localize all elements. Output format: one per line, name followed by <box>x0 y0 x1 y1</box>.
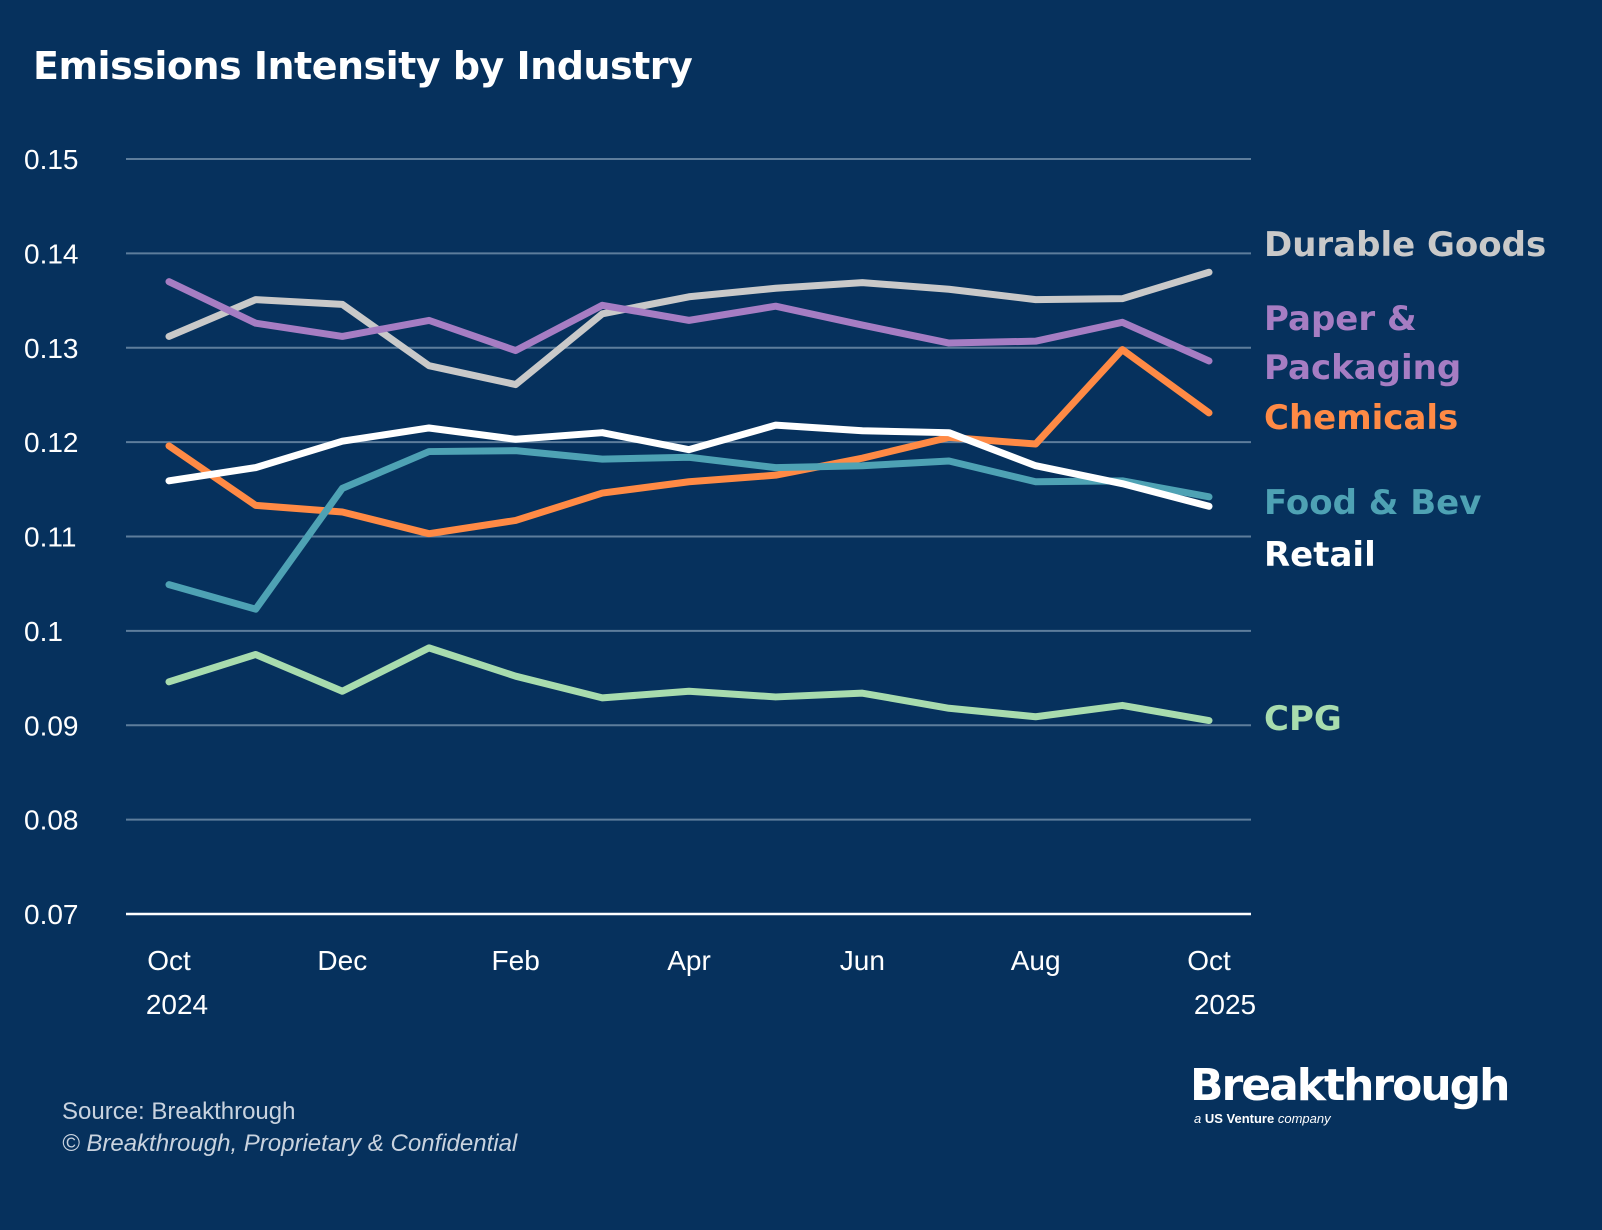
breakthrough-logo: Breakthrough a US Venture company <box>1190 1060 1510 1126</box>
y-tick-label: 0.1 <box>24 616 63 647</box>
series-label: Retail <box>1264 535 1376 575</box>
series-label: Paper & <box>1264 299 1417 339</box>
logo-tagline: a US Venture company <box>1194 1111 1508 1126</box>
series-line-retail <box>165 421 1213 510</box>
copyright-note: © Breakthrough, Proprietary & Confidenti… <box>62 1130 518 1157</box>
series-line-paper-packaging <box>165 278 1213 365</box>
x-tick-label: Feb <box>492 945 540 976</box>
y-tick-label: 0.13 <box>24 333 79 364</box>
y-tick-label: 0.07 <box>24 899 79 930</box>
x-tick-label: Dec <box>317 945 367 976</box>
series-label: Packaging <box>1264 348 1461 388</box>
y-tick-label: 0.09 <box>24 710 79 741</box>
y-tick-label: 0.15 <box>24 144 79 175</box>
y-tick-label: 0.14 <box>24 238 79 269</box>
x-tick-label: Oct <box>147 945 191 976</box>
series-label: Durable Goods <box>1264 225 1546 265</box>
x-tick-label: Jun <box>840 945 885 976</box>
y-tick-label: 0.11 <box>24 522 76 553</box>
series-label: Chemicals <box>1264 398 1458 438</box>
logo-tagline-brand: US Venture <box>1204 1111 1275 1126</box>
series-label: Food & Bev <box>1264 483 1481 523</box>
series-line-cpg <box>165 644 1213 725</box>
y-tick-label: 0.12 <box>24 427 79 458</box>
x-tick-label: Apr <box>667 945 711 976</box>
logo-tagline-a: a <box>1194 1111 1202 1126</box>
series-line-durable-goods <box>165 268 1213 389</box>
x-tick-label: Aug <box>1011 945 1061 976</box>
x-tick-label: Oct <box>1187 945 1231 976</box>
chart-title: Emissions Intensity by Industry <box>33 44 693 88</box>
series-line-food-bev <box>165 447 1213 613</box>
logo-tagline-rest: company <box>1277 1111 1331 1126</box>
source-note: Source: Breakthrough <box>62 1098 296 1125</box>
series-label: CPG <box>1264 699 1342 739</box>
x-tick-year-label: 2025 <box>1194 989 1256 1020</box>
y-tick-label: 0.08 <box>24 805 79 836</box>
x-tick-year-label: 2024 <box>146 989 208 1020</box>
series-line-chemicals <box>165 346 1213 538</box>
logo-wordmark: Breakthrough <box>1190 1060 1510 1111</box>
